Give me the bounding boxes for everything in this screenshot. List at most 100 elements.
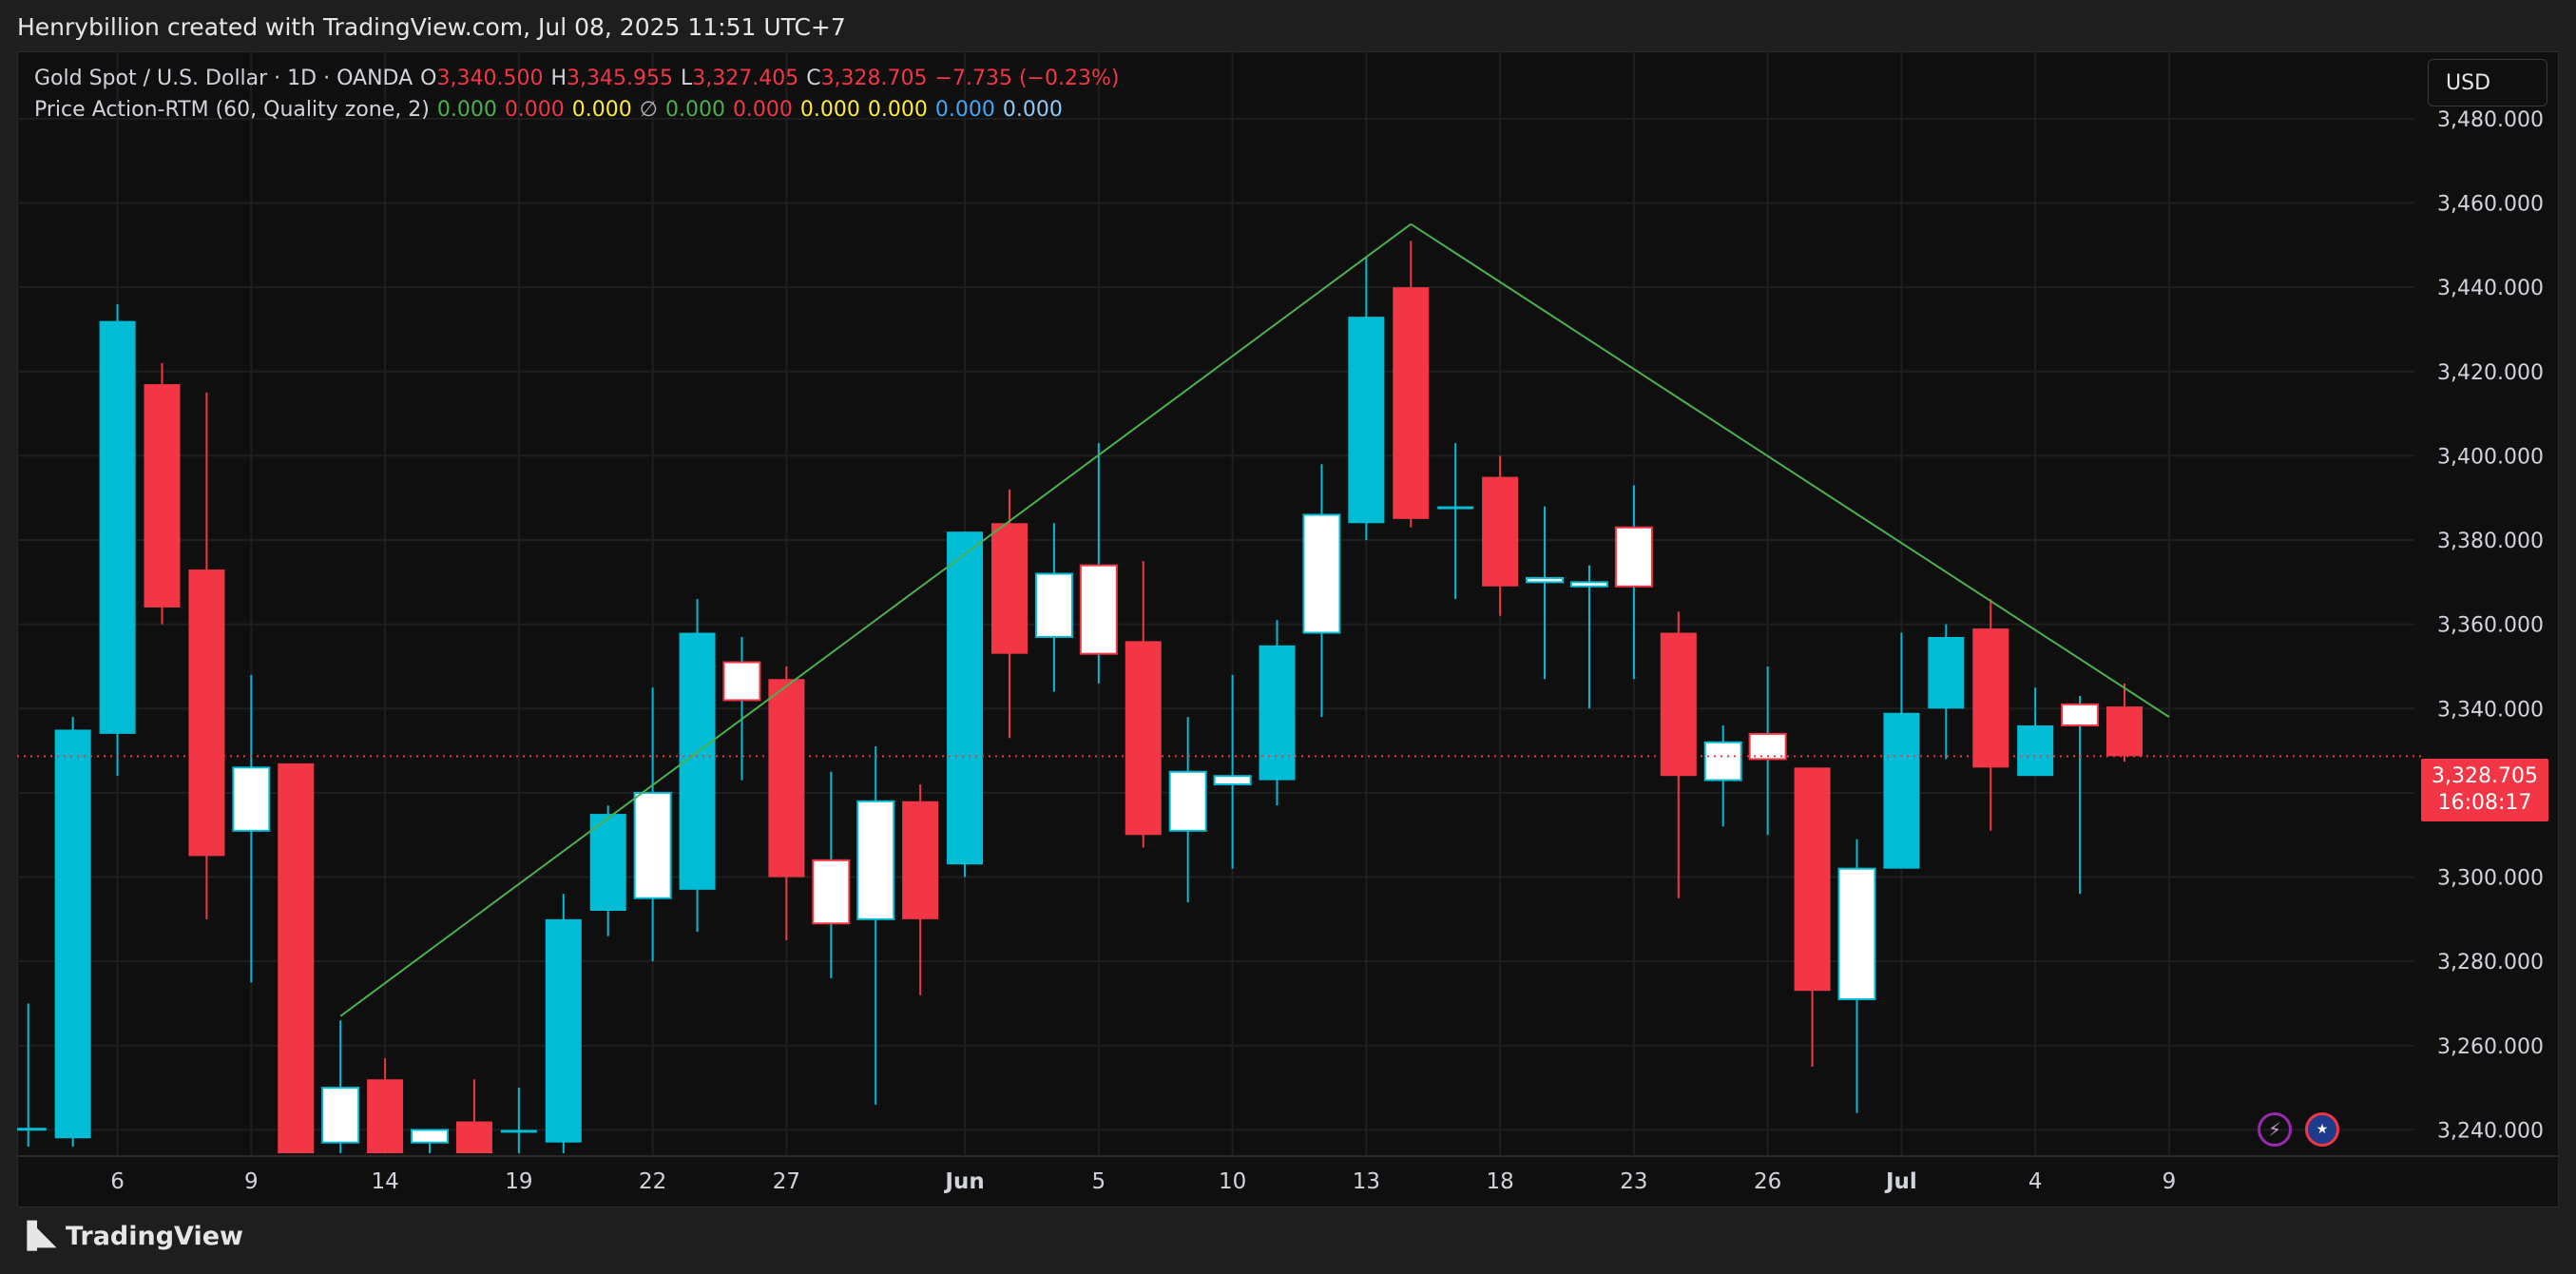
- us-flag-icon[interactable]: ★: [2305, 1112, 2339, 1147]
- candle-body[interactable]: [2061, 703, 2100, 727]
- candle-body[interactable]: [1168, 770, 1207, 832]
- candle-body[interactable]: [99, 320, 136, 734]
- candle-body[interactable]: [54, 729, 91, 1139]
- candle-body[interactable]: [1614, 526, 1653, 588]
- x-tick-label: 9: [2163, 1169, 2177, 1194]
- trendline: [339, 222, 1412, 1017]
- candles-group: [10, 241, 2143, 1155]
- indicator-value: 0.000: [934, 98, 995, 122]
- x-tick-label: Jul: [1884, 1169, 1917, 1194]
- tradingview-logo[interactable]: ▐◣ TradingView: [17, 1222, 243, 1251]
- candle-body[interactable]: [455, 1121, 492, 1155]
- candle-body[interactable]: [1034, 572, 1073, 638]
- candle-body[interactable]: [1928, 636, 1965, 709]
- candle-body[interactable]: [1213, 775, 1252, 786]
- candle-body[interactable]: [2106, 706, 2143, 757]
- candle-body[interactable]: [188, 569, 225, 857]
- candle-body[interactable]: [1569, 581, 1608, 588]
- x-tick-label: 4: [2028, 1169, 2043, 1194]
- y-tick-label: 3,240.000: [2437, 1119, 2544, 1143]
- candle-body[interactable]: [1259, 645, 1296, 781]
- x-tick-label: 22: [639, 1169, 666, 1194]
- candle-body[interactable]: [1437, 506, 1474, 510]
- candle-body[interactable]: [144, 384, 181, 608]
- candle-body[interactable]: [1883, 712, 1920, 869]
- candle-body[interactable]: [1660, 632, 1697, 777]
- candle-body[interactable]: [768, 679, 805, 878]
- candle-body[interactable]: [10, 1128, 47, 1131]
- candle-body[interactable]: [589, 814, 626, 911]
- x-tick-label: 5: [1092, 1169, 1106, 1194]
- symbol-title: Gold Spot / U.S. Dollar · 1D · OANDA: [34, 67, 413, 90]
- y-tick-label: 3,360.000: [2437, 614, 2544, 638]
- lightning-icon[interactable]: ⚡: [2258, 1112, 2292, 1147]
- candle-body[interactable]: [812, 859, 851, 925]
- candle-body[interactable]: [1703, 741, 1742, 782]
- y-tick-label: 3,380.000: [2437, 530, 2544, 553]
- x-tick-label: 9: [244, 1169, 259, 1194]
- y-tick-label: 3,280.000: [2437, 951, 2544, 975]
- candle-body[interactable]: [321, 1087, 360, 1144]
- y-tick-label: 3,400.000: [2437, 445, 2544, 469]
- y-tick-label: 3,480.000: [2437, 108, 2544, 132]
- candle-body[interactable]: [500, 1129, 537, 1133]
- candle-body[interactable]: [1794, 767, 1831, 992]
- candle-body[interactable]: [1482, 476, 1519, 587]
- candle-body[interactable]: [367, 1079, 404, 1155]
- y-tick-label: 3,300.000: [2437, 867, 2544, 891]
- candle-body[interactable]: [1393, 287, 1430, 519]
- indicator-value: 0.000: [571, 98, 632, 122]
- candle-body[interactable]: [1302, 513, 1341, 634]
- candle-body[interactable]: [633, 791, 672, 899]
- candle-body[interactable]: [947, 531, 984, 865]
- chart-credit: Henrybillion created with TradingView.co…: [17, 13, 846, 41]
- x-tick-label: 18: [1486, 1169, 1513, 1194]
- y-tick-label: 3,420.000: [2437, 361, 2544, 385]
- x-tick-label: 14: [371, 1169, 398, 1194]
- y-tick-label: 3,440.000: [2437, 277, 2544, 300]
- indicator-value: 0.000: [799, 98, 860, 122]
- candle-body[interactable]: [1348, 317, 1385, 524]
- y-tick-label: 3,460.000: [2437, 193, 2544, 217]
- candle-body[interactable]: [856, 800, 895, 920]
- candle-body[interactable]: [545, 918, 582, 1143]
- candle-body[interactable]: [722, 661, 761, 702]
- candle-body[interactable]: [1972, 628, 2009, 768]
- candle-body[interactable]: [1079, 564, 1118, 655]
- indicator-value: 0.000: [436, 98, 497, 122]
- x-tick-label: 23: [1620, 1169, 1647, 1194]
- candle-body[interactable]: [411, 1129, 450, 1144]
- open-value: 3,340.500: [436, 67, 544, 90]
- candle-body[interactable]: [902, 801, 939, 919]
- y-tick-label: 3,340.000: [2437, 698, 2544, 722]
- candle-body[interactable]: [990, 523, 1028, 654]
- candle-body[interactable]: [232, 766, 271, 832]
- candle-body[interactable]: [1125, 641, 1162, 836]
- currency-button[interactable]: USD: [2428, 59, 2547, 106]
- symbol-legend: Gold Spot / U.S. Dollar · 1D · OANDA O3,3…: [34, 67, 1120, 90]
- current-price-label: 3,328.705 16:08:17: [2421, 759, 2548, 821]
- close-value: 3,328.705: [820, 67, 928, 90]
- candle-body[interactable]: [1748, 732, 1787, 761]
- change-value: −7.735 (−0.23%): [934, 67, 1120, 90]
- indicator-title: Price Action-RTM (60, Quality zone, 2): [34, 98, 430, 122]
- current-price: 3,328.705: [2432, 764, 2538, 788]
- x-tick-label: 19: [505, 1169, 532, 1194]
- logo-mark-icon: ▐◣: [17, 1222, 57, 1251]
- x-tick-label: 26: [1754, 1169, 1781, 1194]
- chart-area[interactable]: [17, 51, 2559, 1207]
- indicator-value: 0.000: [504, 98, 565, 122]
- candle-body[interactable]: [1837, 867, 1876, 1001]
- indicator-value: ∅: [639, 98, 658, 122]
- candle-body[interactable]: [2017, 725, 2054, 777]
- x-tick-label: Jun: [943, 1169, 984, 1194]
- x-tick-label: 10: [1219, 1169, 1246, 1194]
- indicator-value: 0.000: [867, 98, 928, 122]
- x-tick-label: 6: [110, 1169, 125, 1194]
- candle-body[interactable]: [278, 762, 315, 1155]
- indicator-values: 0.000 0.000 0.000 ∅ 0.000 0.000 0.000 0.000 0.00…: [437, 98, 1070, 122]
- candle-body[interactable]: [1526, 576, 1565, 584]
- trendline: [1410, 222, 2170, 718]
- indicator-value: 0.000: [1002, 98, 1063, 122]
